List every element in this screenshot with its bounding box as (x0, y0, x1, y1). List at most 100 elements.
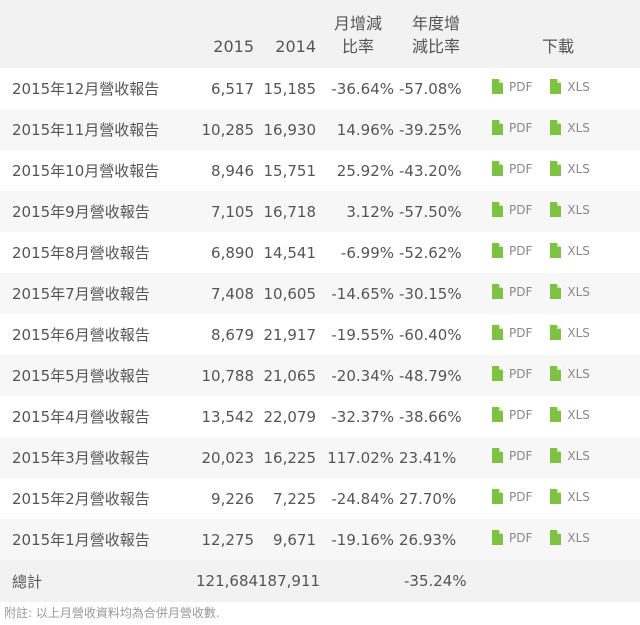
mom-change: -19.55% (331, 325, 394, 344)
header-mom-line1: 月增減 (333, 14, 382, 33)
pdf-label: PDF (509, 202, 533, 217)
table-row: 2015年8月營收報告 6,890 14,541 -6.99% -52.62% PDF XL… (0, 232, 640, 273)
file-icon (550, 79, 562, 94)
xls-download-link[interactable]: XLS (550, 325, 590, 340)
revenue-2015: 9,226 (211, 489, 254, 508)
mom-change: -14.65% (331, 284, 394, 303)
table-row: 2015年3月營收報告 20,023 16,225 117.02% 23.41% PDF X… (0, 437, 640, 478)
revenue-2015: 7,408 (211, 284, 254, 303)
xls-download-link[interactable]: XLS (550, 120, 590, 135)
xls-download-link[interactable]: XLS (550, 407, 590, 422)
report-name: 2015年1月營收報告 (12, 531, 150, 549)
total-download-cell (476, 560, 640, 602)
xls-download-link[interactable]: XLS (550, 284, 590, 299)
table-row: 2015年2月營收報告 9,226 7,225 -24.84% 27.70% PDF XLS (0, 478, 640, 519)
download-cell: PDF XLS (476, 478, 640, 519)
xls-download-link[interactable]: XLS (550, 202, 590, 217)
pdf-download-link[interactable]: PDF (492, 366, 532, 381)
yoy-change: -30.15% (399, 284, 462, 303)
report-name: 2015年3月營收報告 (12, 449, 150, 467)
pdf-download-link[interactable]: PDF (492, 284, 532, 299)
file-icon (550, 284, 562, 299)
table-row: 2015年1月營收報告 12,275 9,671 -19.16% 26.93% PDF XL… (0, 519, 640, 560)
xls-download-link[interactable]: XLS (550, 530, 590, 545)
report-name: 2015年9月營收報告 (12, 203, 150, 221)
pdf-label: PDF (509, 489, 533, 504)
header-2015: 2015 (213, 37, 254, 56)
yoy-change: -39.25% (399, 120, 462, 139)
file-icon (492, 120, 503, 135)
yoy-change: -60.40% (399, 325, 462, 344)
xls-label: XLS (567, 489, 590, 504)
pdf-download-link[interactable]: PDF (492, 120, 532, 135)
revenue-2015: 10,788 (201, 366, 255, 385)
table-body: 2015年12月營收報告 6,517 15,185 -36.64% -57.08% PDF… (0, 68, 640, 602)
yoy-change: -52.62% (399, 243, 462, 262)
report-name: 2015年8月營收報告 (12, 244, 150, 262)
revenue-2015: 8,946 (211, 161, 254, 180)
report-name: 2015年11月營收報告 (12, 121, 160, 139)
table-row: 2015年11月營收報告 10,285 16,930 14.96% -39.25% PDF… (0, 109, 640, 150)
file-icon (492, 407, 503, 422)
revenue-2015: 13,542 (201, 407, 255, 426)
pdf-download-link[interactable]: PDF (492, 243, 532, 258)
xls-download-link[interactable]: XLS (550, 448, 590, 463)
total-2014: 187,911 (258, 572, 321, 590)
mom-change: -19.16% (331, 530, 394, 549)
revenue-2014: 16,718 (263, 202, 317, 221)
pdf-download-link[interactable]: PDF (492, 448, 532, 463)
pdf-download-link[interactable]: PDF (492, 325, 532, 340)
revenue-2015: 8,679 (211, 325, 254, 344)
revenue-2014: 21,917 (263, 325, 317, 344)
report-name: 2015年6月營收報告 (12, 326, 150, 344)
revenue-2014: 14,541 (263, 243, 317, 262)
revenue-2015: 6,890 (211, 243, 254, 262)
revenue-2015: 6,517 (211, 79, 254, 98)
pdf-label: PDF (509, 284, 533, 299)
revenue-2014: 15,751 (263, 161, 317, 180)
revenue-2014: 10,605 (263, 284, 317, 303)
pdf-download-link[interactable]: PDF (492, 161, 532, 176)
total-label: 總計 (12, 572, 43, 591)
header-yoy-line2: 減比率 (411, 37, 460, 56)
download-cell: PDF XLS (476, 232, 640, 273)
mom-change: -6.99% (340, 243, 394, 262)
download-cell: PDF XLS (476, 437, 640, 478)
file-icon (492, 161, 503, 176)
yoy-change: -43.20% (399, 161, 462, 180)
download-cell: PDF XLS (476, 150, 640, 191)
yoy-change: -57.50% (399, 202, 462, 221)
total-yoy: -35.24% (404, 572, 467, 590)
header-name (0, 0, 196, 68)
revenue-2015: 7,105 (211, 202, 254, 221)
report-name: 2015年12月營收報告 (12, 80, 160, 98)
pdf-label: PDF (509, 243, 533, 258)
pdf-download-link[interactable]: PDF (492, 407, 532, 422)
report-name: 2015年4月營收報告 (12, 408, 150, 426)
report-name: 2015年2月營收報告 (12, 490, 150, 508)
xls-download-link[interactable]: XLS (550, 79, 590, 94)
file-icon (550, 448, 562, 463)
xls-download-link[interactable]: XLS (550, 243, 590, 258)
xls-download-link[interactable]: XLS (550, 161, 590, 176)
xls-label: XLS (567, 448, 590, 463)
download-cell: PDF XLS (476, 314, 640, 355)
pdf-download-link[interactable]: PDF (492, 530, 532, 545)
pdf-download-link[interactable]: PDF (492, 202, 532, 217)
download-cell: PDF XLS (476, 519, 640, 560)
pdf-download-link[interactable]: PDF (492, 79, 532, 94)
revenue-2014: 21,065 (263, 366, 317, 385)
xls-download-link[interactable]: XLS (550, 489, 590, 504)
pdf-download-link[interactable]: PDF (492, 489, 532, 504)
download-cell: PDF XLS (476, 355, 640, 396)
mom-change: 117.02% (327, 448, 394, 467)
table-row: 2015年5月營收報告 10,788 21,065 -20.34% -48.79% PDF… (0, 355, 640, 396)
file-icon (492, 530, 503, 545)
revenue-2014: 9,671 (273, 530, 316, 549)
mom-change: -36.64% (331, 79, 394, 98)
mom-change: 14.96% (336, 120, 394, 139)
xls-label: XLS (567, 284, 590, 299)
report-name: 2015年10月營收報告 (12, 162, 160, 180)
xls-download-link[interactable]: XLS (550, 366, 590, 381)
table-row: 2015年12月營收報告 6,517 15,185 -36.64% -57.08% PDF… (0, 68, 640, 109)
